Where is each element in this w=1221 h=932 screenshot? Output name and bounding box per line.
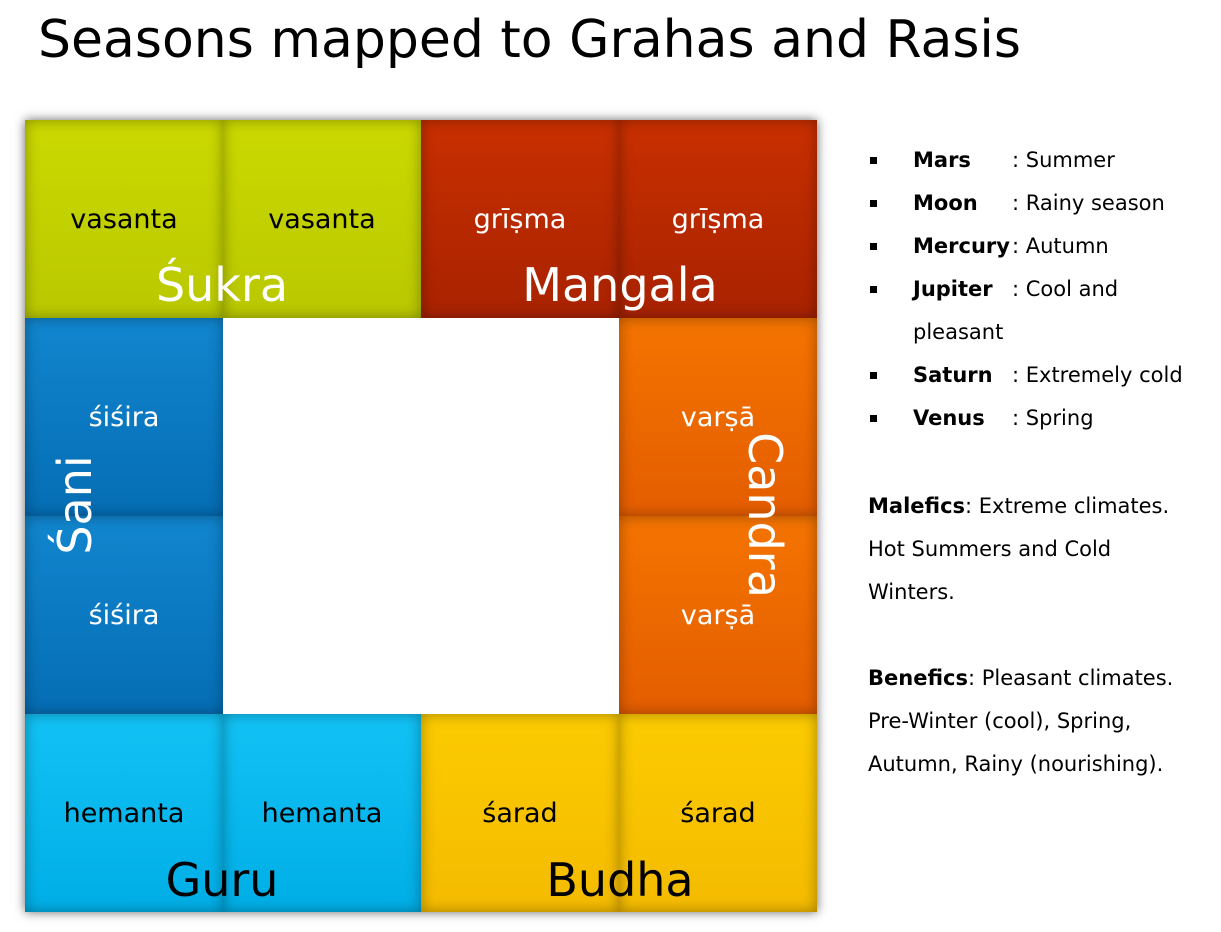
season-cell: śiśira	[25, 516, 223, 714]
season-cell: grīṣma	[421, 120, 619, 318]
meaning: : Extremely cold	[1012, 363, 1183, 387]
note-text: : Extreme climates. Hot Summers and Cold…	[868, 494, 1170, 604]
season-cell: grīṣma	[619, 120, 817, 318]
graha-label: Śukra	[155, 258, 289, 312]
meaning: : Rainy season	[1012, 191, 1165, 215]
graha-label: Guru	[165, 853, 279, 907]
season-cell: hemanta	[223, 714, 421, 912]
note-term: Malefics	[868, 494, 966, 518]
season-cell: śiśira	[25, 318, 223, 516]
meaning: : Autumn	[1012, 234, 1109, 258]
graha-label: Candra	[738, 432, 792, 598]
season-grid: vasanta vasanta grīṣma grīṣma śiśira varṣā śiś…	[25, 120, 817, 912]
season-cell: śarad	[421, 714, 619, 912]
note-term: Benefics	[868, 666, 968, 690]
graha-label: Mangala	[522, 258, 718, 312]
title: Seasons mapped to Grahas and Rasis	[38, 10, 1021, 70]
note: Malefics: Extreme climates. Hot Summers …	[868, 485, 1203, 614]
legend-item: Venus : Spring	[868, 397, 1203, 440]
season-cell: śarad	[619, 714, 817, 912]
season-cell: varṣā	[619, 516, 817, 714]
season-cell: vasanta	[223, 120, 421, 318]
legend-item: Saturn : Extremely cold	[868, 354, 1203, 397]
planet: Jupiter	[913, 277, 993, 301]
season-cell: hemanta	[25, 714, 223, 912]
graha-label: Budha	[546, 853, 694, 907]
season-cell: vasanta	[25, 120, 223, 318]
planet: Mercury	[913, 234, 1010, 258]
planet: Mars	[913, 148, 971, 172]
season-cell: varṣā	[619, 318, 817, 516]
planet: Moon	[913, 191, 978, 215]
meaning: : Cool and pleasant	[913, 277, 1119, 344]
note-text: : Pleasant climates. Pre-Winter (cool), …	[868, 666, 1174, 776]
graha-label: Śani	[48, 455, 102, 555]
note: Benefics: Pleasant climates. Pre-Winter …	[868, 657, 1203, 786]
legend: Mars: Summer Moon: Rainy season Mercury: A…	[868, 139, 1208, 440]
legend-item: Mars : Summer	[868, 139, 1203, 182]
legend-item: Mercury: Autumn	[868, 225, 1203, 268]
meaning: : Spring	[1012, 406, 1094, 430]
legend-item: Moon : Rainy season	[868, 182, 1203, 225]
planet: Venus	[913, 406, 985, 430]
legend-item: Jupiter: Cool and pleasant	[868, 268, 1203, 354]
planet: Saturn	[913, 363, 993, 387]
meaning: : Summer	[1012, 148, 1115, 172]
